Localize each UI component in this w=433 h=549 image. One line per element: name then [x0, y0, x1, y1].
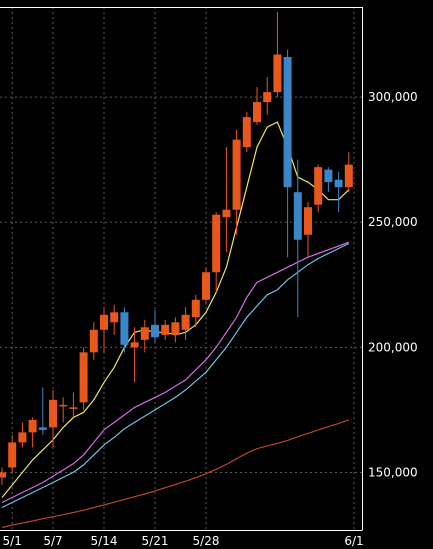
candle [0, 467, 6, 485]
candle-body [273, 54, 282, 93]
grid [0, 7, 362, 530]
candle-body [110, 312, 119, 323]
candle [100, 307, 108, 353]
candle [191, 294, 200, 328]
candle [8, 434, 17, 473]
candle [202, 267, 210, 305]
candle [242, 112, 251, 153]
candle [110, 304, 119, 335]
candle [89, 322, 98, 360]
candle-body [232, 139, 241, 210]
candle-body [120, 312, 129, 345]
candle-body [283, 57, 292, 188]
candle-body [79, 352, 88, 403]
candle [49, 389, 57, 448]
candle [120, 307, 129, 353]
candle-body [161, 324, 170, 335]
candle-body [38, 427, 47, 430]
candle-body [304, 207, 312, 235]
candle [232, 129, 241, 235]
candle-body [242, 117, 251, 148]
x-tick-label: 5/1 [3, 534, 22, 548]
candle-body [263, 92, 272, 103]
candle-body [253, 102, 261, 123]
candle [263, 77, 272, 115]
candle [334, 172, 343, 213]
candle-body [314, 167, 323, 205]
candle-body [28, 419, 37, 433]
x-tick-label: 6/1 [344, 534, 363, 548]
candle [59, 397, 68, 423]
y-tick-label: 250,000 [368, 215, 418, 229]
y-tick-label: 200,000 [368, 340, 418, 354]
candle-body [0, 472, 6, 478]
candle [304, 202, 312, 258]
candle-body [202, 272, 210, 300]
x-axis: 5/1 5/7 5/14 5/21 5/28 6/1 [3, 534, 364, 548]
x-tick-label: 5/28 [193, 534, 220, 548]
candle-body [130, 342, 139, 348]
candle-body [181, 314, 190, 330]
candle [140, 319, 149, 353]
candle [171, 317, 180, 343]
candle [79, 347, 88, 410]
y-tick-label: 150,000 [368, 465, 418, 479]
x-tick-label: 5/7 [43, 534, 62, 548]
plot-frame [0, 7, 363, 531]
candle-body [8, 442, 17, 468]
candle-body [293, 192, 302, 240]
candle-body [59, 404, 68, 407]
candle [212, 212, 221, 293]
candle [130, 327, 139, 383]
candle-body [171, 322, 180, 335]
candle [293, 159, 302, 318]
ma25-line [1, 242, 350, 509]
ma75-line [1, 419, 349, 529]
candle-body [344, 164, 353, 188]
ma5-line [1, 121, 350, 498]
candle [273, 12, 282, 98]
candles [0, 12, 353, 485]
candle-body [151, 324, 159, 338]
candle [324, 167, 333, 193]
candle [222, 147, 231, 253]
candle [283, 49, 292, 258]
y-tick-label: 300,000 [368, 90, 418, 104]
candle-body [49, 399, 57, 428]
candle-body [18, 432, 27, 443]
candle [344, 152, 353, 193]
candle [161, 319, 170, 340]
candle-body [222, 209, 231, 218]
x-tick-label: 5/21 [142, 534, 169, 548]
candle-body [100, 314, 108, 330]
candle [18, 422, 27, 448]
candle-body [69, 407, 78, 409]
x-tick-label: 5/14 [91, 534, 118, 548]
candle-body [324, 169, 333, 183]
candle [38, 387, 47, 435]
candle-body [191, 299, 200, 318]
candle-body [334, 179, 343, 188]
candle [181, 307, 190, 340]
candle [314, 164, 323, 213]
candle [253, 87, 261, 125]
candle [69, 392, 78, 418]
candle-body [212, 214, 221, 273]
ma20-line [1, 241, 350, 504]
y-axis: 150,000 200,000 250,000 300,000 [368, 90, 418, 479]
candle [151, 309, 159, 343]
candle-body [140, 327, 149, 340]
candle-body [89, 329, 98, 353]
candle [28, 417, 37, 448]
